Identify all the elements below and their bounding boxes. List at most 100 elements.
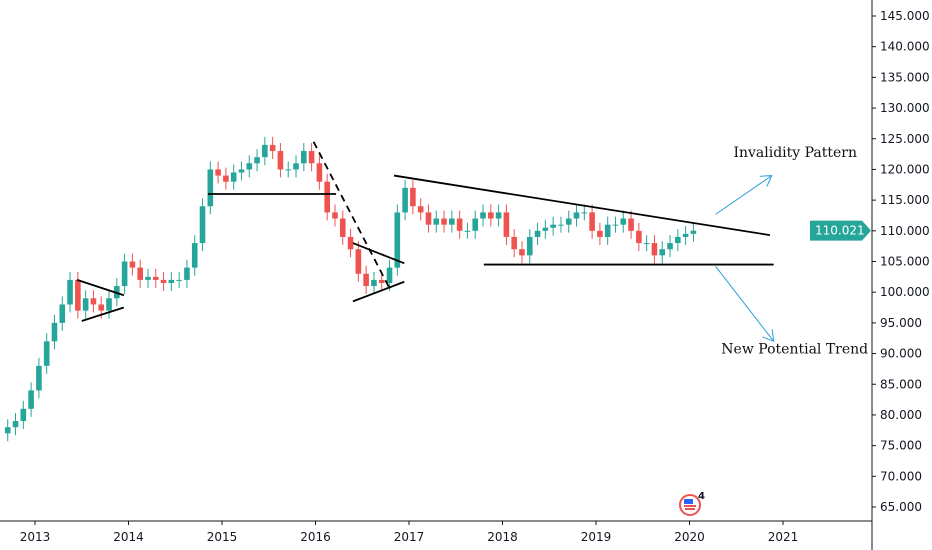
dashed-trendline xyxy=(312,141,392,291)
candle-body xyxy=(495,212,502,219)
arrow-head xyxy=(762,329,775,343)
trendline xyxy=(352,242,405,265)
time-tick-label: 2016 xyxy=(300,530,331,544)
candle-body xyxy=(98,304,105,311)
price-tick-label: 70.000 xyxy=(880,469,922,483)
flag-logo-icon: 4 xyxy=(679,491,705,516)
candle-body xyxy=(667,243,673,250)
candle-body xyxy=(550,224,556,228)
candle-body xyxy=(573,212,580,219)
candle-body xyxy=(542,227,549,231)
candle-body xyxy=(402,187,408,213)
candle-body xyxy=(425,212,432,225)
candle-body xyxy=(417,206,424,213)
time-tick-label: 2021 xyxy=(768,530,799,544)
last-price-label: 110.021 xyxy=(810,220,871,241)
candle-body xyxy=(168,279,175,283)
price-tick-label: 135.000 xyxy=(880,70,930,84)
annotation-text: New Potential Trend xyxy=(721,342,868,358)
candle-body xyxy=(480,212,486,219)
candle-body xyxy=(581,212,588,214)
price-tick-label: 115.000 xyxy=(880,193,930,207)
time-tick-label: 2013 xyxy=(20,530,51,544)
candle-body xyxy=(449,218,455,225)
candle-body xyxy=(472,218,479,231)
candle-body xyxy=(121,261,128,287)
price-tick-label: 95.000 xyxy=(880,316,922,330)
candle-body xyxy=(4,427,11,434)
candle-body xyxy=(675,236,681,244)
candle-body xyxy=(137,267,143,280)
candle-body xyxy=(191,243,198,268)
candle-body xyxy=(215,169,221,176)
candle-body xyxy=(293,163,299,170)
candle-body xyxy=(690,230,697,234)
candle-body xyxy=(441,218,447,225)
candle-body xyxy=(12,421,19,428)
candle-body xyxy=(254,157,260,164)
trendline xyxy=(81,306,125,322)
logo-badge: 4 xyxy=(698,491,705,502)
annotation-text: Invalidity Pattern xyxy=(733,145,857,161)
candle-body xyxy=(355,249,362,274)
candle-body xyxy=(207,169,214,207)
candle-body xyxy=(464,230,471,232)
candle-body xyxy=(176,279,182,281)
candle-body xyxy=(604,224,611,237)
price-tick-label: 145.000 xyxy=(880,9,930,23)
price-tick-label: 85.000 xyxy=(880,377,922,391)
time-tick-label: 2018 xyxy=(487,530,518,544)
candle-body xyxy=(503,212,510,237)
candle-body xyxy=(238,169,245,173)
candle-body xyxy=(308,151,315,164)
price-tick-label: 140.000 xyxy=(880,40,930,54)
arrow-head xyxy=(759,175,773,187)
candle-body xyxy=(519,249,525,256)
candle-body xyxy=(558,224,564,226)
candle-body xyxy=(589,212,595,231)
candle-body xyxy=(371,279,377,287)
candle-body xyxy=(534,230,541,237)
price-tick-label: 100.000 xyxy=(880,285,930,299)
time-tick-label: 2017 xyxy=(394,530,425,544)
price-tick-label: 65.000 xyxy=(880,500,922,514)
candle-body xyxy=(106,298,112,311)
time-tick-label: 2014 xyxy=(113,530,144,544)
candle-body xyxy=(682,233,689,237)
candle-body xyxy=(526,236,533,256)
candle-body xyxy=(643,243,650,245)
candle-body xyxy=(659,249,666,256)
candle-body xyxy=(20,408,27,422)
trendline xyxy=(76,279,125,297)
trendline xyxy=(352,280,405,303)
candle-body xyxy=(199,206,206,244)
svg-text:110.021: 110.021 xyxy=(815,224,865,238)
time-axis: 2013 2014 2015 2016 2017 2018 2019 2020 2021 xyxy=(20,521,799,544)
candle-body xyxy=(324,181,330,213)
price-tick-label: 75.000 xyxy=(880,439,922,453)
price-tick-label: 130.000 xyxy=(880,101,930,115)
candle-body xyxy=(332,212,338,219)
candle-body xyxy=(145,276,151,280)
price-tick-label: 120.000 xyxy=(880,162,930,176)
trendline xyxy=(393,174,771,236)
annotations: Invalidity Pattern New Potential Trend xyxy=(721,145,868,357)
price-tick-label: 110.000 xyxy=(880,224,930,238)
candle-body xyxy=(262,144,268,158)
candle-body xyxy=(67,279,73,305)
candle-body xyxy=(394,212,401,268)
candle-body xyxy=(316,163,323,182)
candle-body xyxy=(612,224,619,226)
price-tick-label: 125.000 xyxy=(880,132,930,146)
candle-body xyxy=(433,218,440,225)
candle-body xyxy=(277,151,284,170)
candle-body xyxy=(246,163,253,170)
candle-body xyxy=(230,172,237,182)
candle-body xyxy=(636,230,642,244)
candle-body xyxy=(386,267,393,283)
candle-body xyxy=(82,298,89,311)
candle-body xyxy=(511,236,517,250)
candle-body xyxy=(565,218,572,225)
candle-body xyxy=(597,230,603,237)
